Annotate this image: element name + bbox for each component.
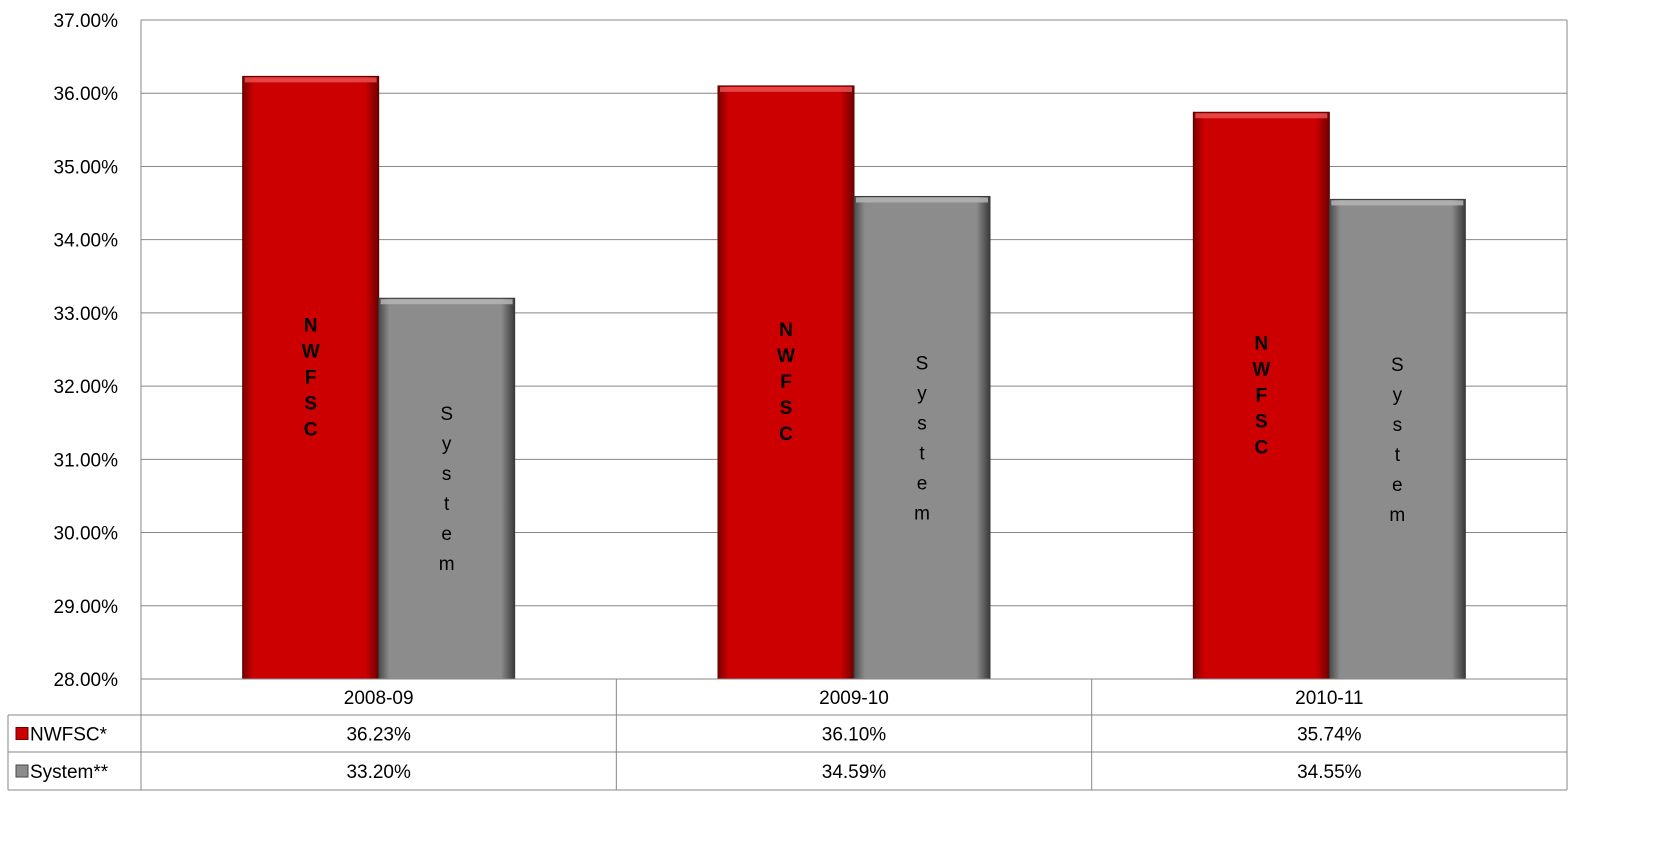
- bar-text-letter: C: [304, 419, 318, 440]
- bar-bevel: [380, 299, 513, 305]
- table-value: 36.23%: [346, 725, 411, 746]
- x-category-label: 2009-10: [819, 688, 889, 709]
- bar-system: [853, 195, 991, 680]
- y-tick-label: 37.00%: [54, 11, 119, 32]
- table-value: 33.20%: [346, 762, 411, 783]
- bar-text-letter: C: [1254, 437, 1268, 458]
- bar-text-letter: t: [444, 494, 450, 515]
- bar-text-letter: S: [916, 353, 929, 374]
- bar-nwfsc: [1192, 111, 1330, 680]
- bar-text-letter: W: [1252, 359, 1270, 380]
- bar-nwfsc: [717, 85, 855, 680]
- bar-text-letter: S: [304, 393, 317, 414]
- y-tick-label: 30.00%: [54, 524, 119, 545]
- y-tick-label: 34.00%: [54, 231, 119, 252]
- bar-text-letter: y: [442, 434, 452, 455]
- bar-bevel: [856, 197, 988, 203]
- table-value: 36.10%: [822, 725, 887, 746]
- bar-text-letter: y: [1393, 385, 1403, 406]
- table-value: 35.74%: [1297, 725, 1362, 746]
- bar-text-letter: C: [779, 424, 793, 445]
- bar-text-letter: F: [780, 372, 792, 393]
- bar-text-letter: W: [777, 346, 795, 367]
- y-tick-label: 35.00%: [54, 157, 119, 178]
- y-tick-label: 33.00%: [54, 304, 119, 325]
- bar-bevel: [244, 77, 377, 83]
- legend-key-system: [15, 764, 29, 778]
- bar-text-letter: e: [917, 473, 928, 494]
- bar-text-letter: N: [1254, 333, 1268, 354]
- bar-bevel: [1195, 113, 1328, 119]
- x-category-label: 2008-09: [344, 688, 414, 709]
- bar-text-letter: e: [1392, 475, 1403, 496]
- bar-text-letter: N: [304, 315, 318, 336]
- bar-text-letter: W: [302, 341, 320, 362]
- bar-text-letter: N: [779, 320, 793, 341]
- bar-text-letter: s: [442, 464, 452, 485]
- bar-text-letter: F: [305, 367, 317, 388]
- bar-bevel: [720, 86, 852, 92]
- bar-text-letter: e: [441, 524, 452, 545]
- table-value: 34.55%: [1297, 762, 1362, 783]
- bar-text-letter: s: [917, 413, 927, 434]
- bar-text-letter: t: [919, 443, 925, 464]
- bar-bevel: [1331, 200, 1464, 206]
- y-axis-ticks: 28.00% 29.00% 30.00% 31.00% 32.00% 33.00% 34.0…: [54, 11, 119, 691]
- bar-text-letter: m: [439, 554, 455, 575]
- bar-text-letter: S: [440, 404, 453, 425]
- bar-text-letter: F: [1256, 385, 1268, 406]
- legend-series-name: System**: [30, 762, 109, 783]
- bar-text-letter: y: [917, 383, 927, 404]
- bar-nwfsc: [242, 75, 380, 680]
- bar-text-letter: S: [1391, 355, 1404, 376]
- y-tick-label: 29.00%: [54, 597, 119, 618]
- bar-system: [378, 297, 516, 680]
- y-tick-label: 32.00%: [54, 377, 119, 398]
- y-tick-label: 36.00%: [54, 84, 119, 105]
- bar-text-letter: t: [1395, 445, 1401, 466]
- table-value: 34.59%: [822, 762, 887, 783]
- data-table: 2008-09 2009-10 2010-11 NWFSC* 36.23% 36.10% 3…: [7, 678, 1568, 791]
- legend-series-name: NWFSC*: [30, 725, 108, 746]
- bar-text-letter: S: [1255, 411, 1268, 432]
- legend-key-nwfsc: [15, 727, 29, 740]
- bar-text-letter: m: [914, 503, 930, 524]
- bar-text-letter: m: [1389, 505, 1405, 526]
- bar-text-letter: S: [780, 398, 793, 419]
- y-tick-label: 28.00%: [54, 670, 119, 691]
- x-category-label: 2010-11: [1295, 688, 1363, 709]
- bar-system: [1328, 198, 1466, 680]
- y-tick-label: 31.00%: [54, 450, 119, 471]
- bar-text-letter: s: [1393, 415, 1403, 436]
